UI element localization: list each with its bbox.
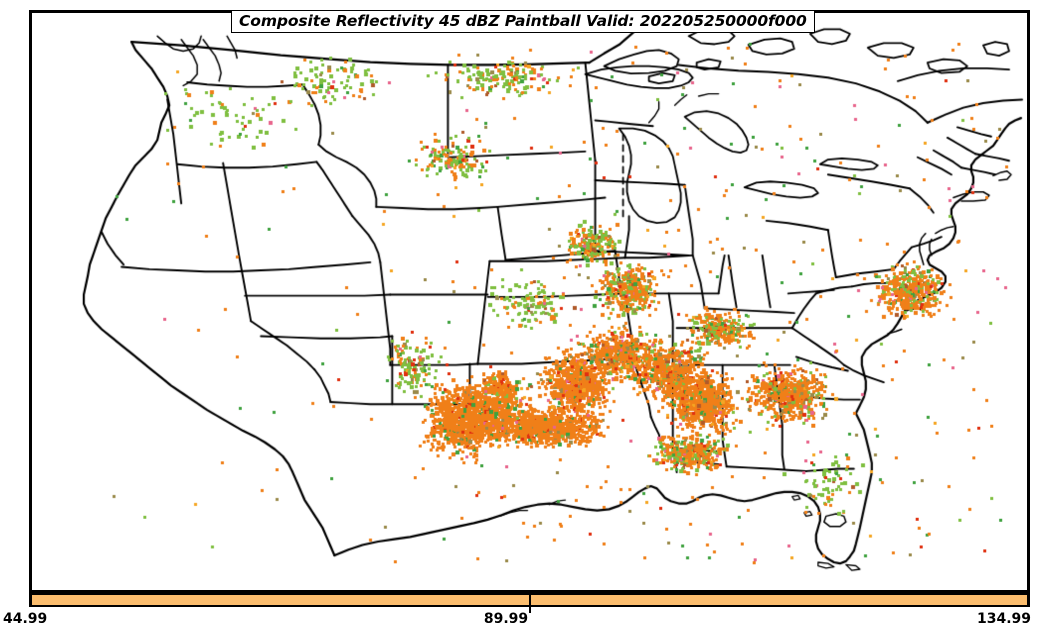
colorbar-label-mid: 89.99 bbox=[483, 611, 529, 627]
plot-title-box: Composite Reflectivity 45 dBZ Paintball … bbox=[231, 10, 815, 33]
map-canvas bbox=[32, 13, 1027, 590]
colorbar-tick-right bbox=[1027, 570, 1030, 607]
colorbar-label-right: 134.99 bbox=[976, 611, 1031, 627]
page-title: Composite Reflectivity 45 dBZ Paintball … bbox=[239, 12, 807, 30]
colorbar-tick-left bbox=[29, 570, 32, 607]
colorbar-tick-mid bbox=[529, 593, 531, 613]
colorbar-label-left: 44.99 bbox=[3, 611, 48, 627]
map-plot-area[interactable] bbox=[29, 10, 1030, 593]
